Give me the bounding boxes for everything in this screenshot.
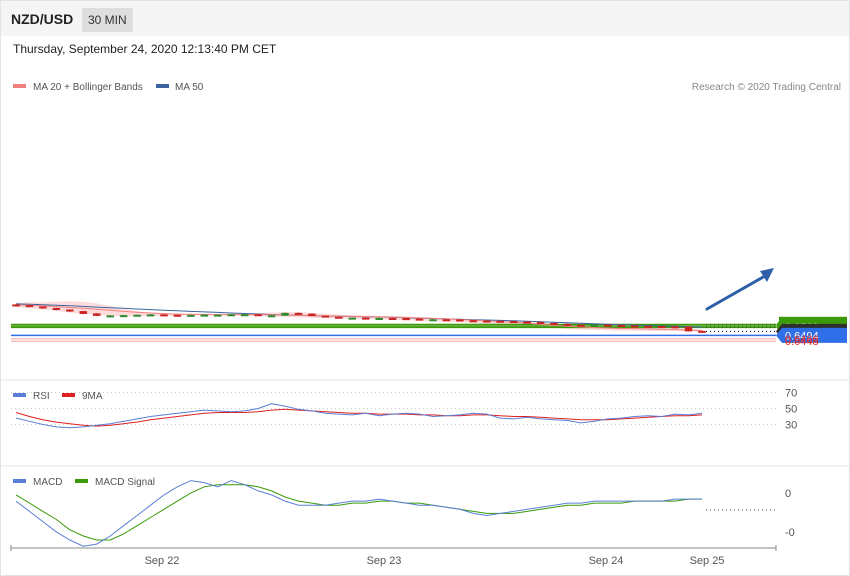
research-credit: Research © 2020 Trading Central: [692, 82, 841, 93]
candle-body: [604, 324, 612, 327]
candle-body: [644, 325, 652, 328]
x-axis-label: Sep 24: [589, 555, 624, 567]
candle-body: [483, 320, 491, 323]
candle-body: [469, 320, 478, 323]
symbol-label: NZD/USD: [11, 11, 74, 27]
macd-tick-label: 0: [785, 488, 791, 500]
candle-body: [698, 330, 706, 333]
candle-body: [146, 314, 155, 317]
candle-body: [509, 321, 518, 324]
candles-layer: [12, 304, 706, 333]
rsi-legend-swatch: [13, 393, 26, 397]
candle-body: [267, 315, 276, 318]
candle-body: [496, 320, 504, 323]
candle-body: [12, 304, 20, 307]
x-axis-label: Sep 25: [690, 555, 725, 567]
rsi-line: [15, 403, 703, 429]
candle-body: [429, 319, 437, 322]
x-axis-label: Sep 22: [145, 555, 180, 567]
macd-line: [15, 480, 702, 547]
candle-body: [200, 314, 209, 317]
level-price-label: 0.6448: [785, 336, 819, 348]
candle-body: [671, 326, 679, 329]
candle-body: [119, 315, 128, 318]
candle-body: [456, 319, 464, 322]
candle-body: [92, 313, 101, 316]
candle-body: [402, 318, 410, 321]
forecast-arrow-head: [760, 268, 774, 282]
ma20-line: [15, 304, 703, 332]
candle-body: [657, 326, 666, 329]
candle-body: [39, 306, 47, 309]
candle-body: [550, 322, 558, 325]
macd-legend-label: MACD: [33, 477, 62, 488]
candle-body: [254, 314, 262, 317]
rsi-tick-label: 50: [785, 404, 797, 416]
candle-body: [294, 312, 303, 315]
ma20-legend-swatch: [13, 84, 26, 88]
candle-body: [684, 326, 693, 332]
candle-body: [227, 314, 235, 317]
macd-legend-swatch: [13, 479, 26, 483]
candle-body: [361, 317, 370, 320]
candle-body: [388, 317, 397, 320]
x-axis: Sep 22 Sep 23 Sep 24 Sep 25: [10, 545, 777, 567]
candle-body: [617, 324, 626, 327]
rsi-ma-line: [15, 408, 703, 427]
ma50-legend-label: MA 50: [175, 82, 204, 93]
chart-datetime: Thursday, September 24, 2020 12:13:40 PM…: [13, 42, 277, 56]
candle-body: [240, 314, 249, 317]
x-axis-label: Sep 23: [367, 555, 402, 567]
moving-average-layer: [15, 303, 703, 332]
candle-body: [173, 314, 182, 317]
candle-body: [25, 305, 34, 308]
candle-body: [577, 324, 585, 327]
candle-body: [308, 313, 316, 317]
candle-body: [214, 314, 222, 317]
candle-body: [106, 315, 114, 318]
level-price-tag: [776, 327, 847, 343]
candle-body: [375, 317, 383, 320]
macd-tick-label: -0: [785, 527, 795, 539]
candle-body: [281, 312, 289, 316]
candle-body: [187, 314, 195, 317]
candle-body: [523, 321, 531, 324]
rsi-panel: 70 50 30: [11, 388, 797, 432]
candle-body: [415, 318, 424, 321]
candle-body: [536, 321, 545, 324]
chart-header: NZD/USD 30 MIN: [1, 1, 849, 36]
candle-body: [52, 307, 61, 311]
rsi-tick-label: 30: [785, 420, 797, 432]
candle-body: [79, 311, 88, 314]
candle-body: [66, 309, 74, 312]
candle-body: [321, 315, 330, 318]
ma50-legend-swatch: [156, 84, 169, 88]
candle-body: [563, 323, 572, 326]
macd-signal-legend-swatch: [75, 479, 88, 483]
ma20-legend-label: MA 20 + Bollinger Bands: [33, 82, 143, 93]
candle-body: [133, 314, 141, 317]
candle-body: [348, 317, 357, 320]
candle-body: [160, 314, 168, 317]
level-price-label: 0.6494: [785, 330, 819, 342]
macd-panel: 0 -0: [15, 480, 795, 547]
macd-signal-line: [15, 484, 702, 541]
rsi-tick-label: 70: [785, 388, 797, 400]
candle-body: [630, 325, 639, 328]
macd-signal-legend-label: MACD Signal: [95, 477, 155, 488]
candle-body: [590, 324, 599, 327]
rsi-ma-legend-swatch: [62, 393, 75, 397]
rsi-legend-label: RSI: [33, 391, 50, 402]
rsi-ma-legend-label: 9MA: [82, 391, 103, 402]
timeframe-button[interactable]: 30 MIN: [82, 8, 133, 32]
candle-body: [335, 316, 343, 319]
candle-body: [442, 319, 451, 322]
forecast-arrow-shaft: [705, 274, 767, 311]
level-price-label: 0.6466: [785, 334, 819, 346]
